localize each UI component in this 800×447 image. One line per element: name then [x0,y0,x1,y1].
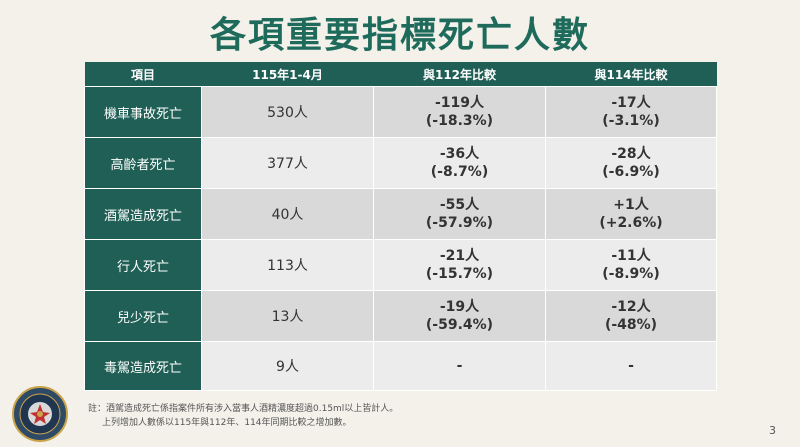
row-vs-114: -12人 (-48%) [545,290,717,342]
row-vs-114: -28人 (-6.9%) [545,137,717,189]
footnotes: 註：酒駕造成死亡係指案件所有涉入當事人酒精濃度超過0.15ml以上皆計人。 上列… [88,402,398,430]
vs-114-count: -28人 [611,146,651,162]
row-label: 行人死亡 [84,239,202,291]
header-item: 項目 [84,62,202,87]
vs-114-count: -17人 [611,95,651,111]
row-vs-114: -17人 (-3.1%) [545,86,717,138]
footnote-2: 上列增加人數係以115年與112年、114年同期比較之增加數。 [102,418,352,428]
vs-114-count: -12人 [611,299,651,315]
vs-112-count: -21人 [439,248,480,264]
row-total: 113人 [201,239,374,291]
header-vs-114: 與114年比較 [545,62,717,87]
row-total: 13人 [201,290,374,342]
table-row: 高齡者死亡 377人 -36人 (-8.7%) -28人 (-6.9%) [84,137,717,189]
row-vs-112: -55人 (-57.9%) [373,188,546,240]
vs-114-count: -11人 [611,248,651,264]
row-total: 377人 [201,137,374,189]
table-row: 行人死亡 113人 -21人 (-15.7%) -11人 (-8.9%) [84,239,717,291]
table-header-row: 項目 115年1-4月 與112年比較 與114年比較 [84,62,717,87]
row-label: 毒駕造成死亡 [84,341,202,391]
row-vs-112: -21人 (-15.7%) [373,239,546,291]
vs-112-pct: (-15.7%) [425,266,494,282]
row-vs-114-increase: +1人 (+2.6%) [545,188,717,240]
row-vs-114: - [545,341,717,391]
row-label: 高齡者死亡 [84,137,202,189]
row-vs-114: -11人 (-8.9%) [545,239,717,291]
table-row: 毒駕造成死亡 9人 - - [84,341,717,391]
row-total: 9人 [201,341,374,391]
header-vs-112: 與112年比較 [373,62,546,87]
row-vs-112: -19人 (-59.4%) [373,290,546,342]
vs-114-count: +1人 [613,197,649,213]
table-row: 兒少死亡 13人 -19人 (-59.4%) -12人 (-48%) [84,290,717,342]
vs-112-pct: (-57.9%) [425,215,494,231]
vs-112-count: - [456,358,463,374]
row-vs-112: -119人 (-18.3%) [373,86,546,138]
vs-114-pct: (+2.6%) [599,215,663,231]
vs-114-count: - [628,358,634,374]
header-period: 115年1-4月 [201,62,374,87]
fatality-table: 項目 115年1-4月 與112年比較 與114年比較 機車事故死亡 530人 … [84,62,717,391]
row-vs-112: - [373,341,546,391]
vs-114-pct: (-6.9%) [602,164,660,180]
vs-112-count: -36人 [439,146,480,162]
vs-114-pct: (-48%) [604,317,658,333]
table-row: 酒駕造成死亡 40人 -55人 (-57.9%) +1人 (+2.6%) [84,188,717,240]
vs-112-pct: (-59.4%) [425,317,494,333]
vs-112-count: -19人 [439,299,480,315]
vs-112-pct: (-8.7%) [430,164,489,180]
row-vs-112: -36人 (-8.7%) [373,137,546,189]
slide-title: 各項重要指標死亡人數 [209,15,590,56]
table-row: 機車事故死亡 530人 -119人 (-18.3%) -17人 (-3.1%) [84,86,717,138]
row-label: 酒駕造成死亡 [84,188,202,240]
police-emblem-logo [12,386,68,442]
vs-114-pct: (-3.1%) [602,113,660,129]
page-number: 3 [769,424,776,437]
vs-112-count: -55人 [439,197,480,213]
vs-114-pct: (-8.9%) [602,266,660,282]
row-label: 兒少死亡 [84,290,202,342]
row-label: 機車事故死亡 [84,86,202,138]
row-total: 530人 [201,86,374,138]
footnote-1: 註：酒駕造成死亡係指案件所有涉入當事人酒精濃度超過0.15ml以上皆計人。 [88,404,399,414]
vs-112-count: -119人 [434,95,485,111]
row-total: 40人 [201,188,374,240]
vs-112-pct: (-18.3%) [425,113,494,129]
